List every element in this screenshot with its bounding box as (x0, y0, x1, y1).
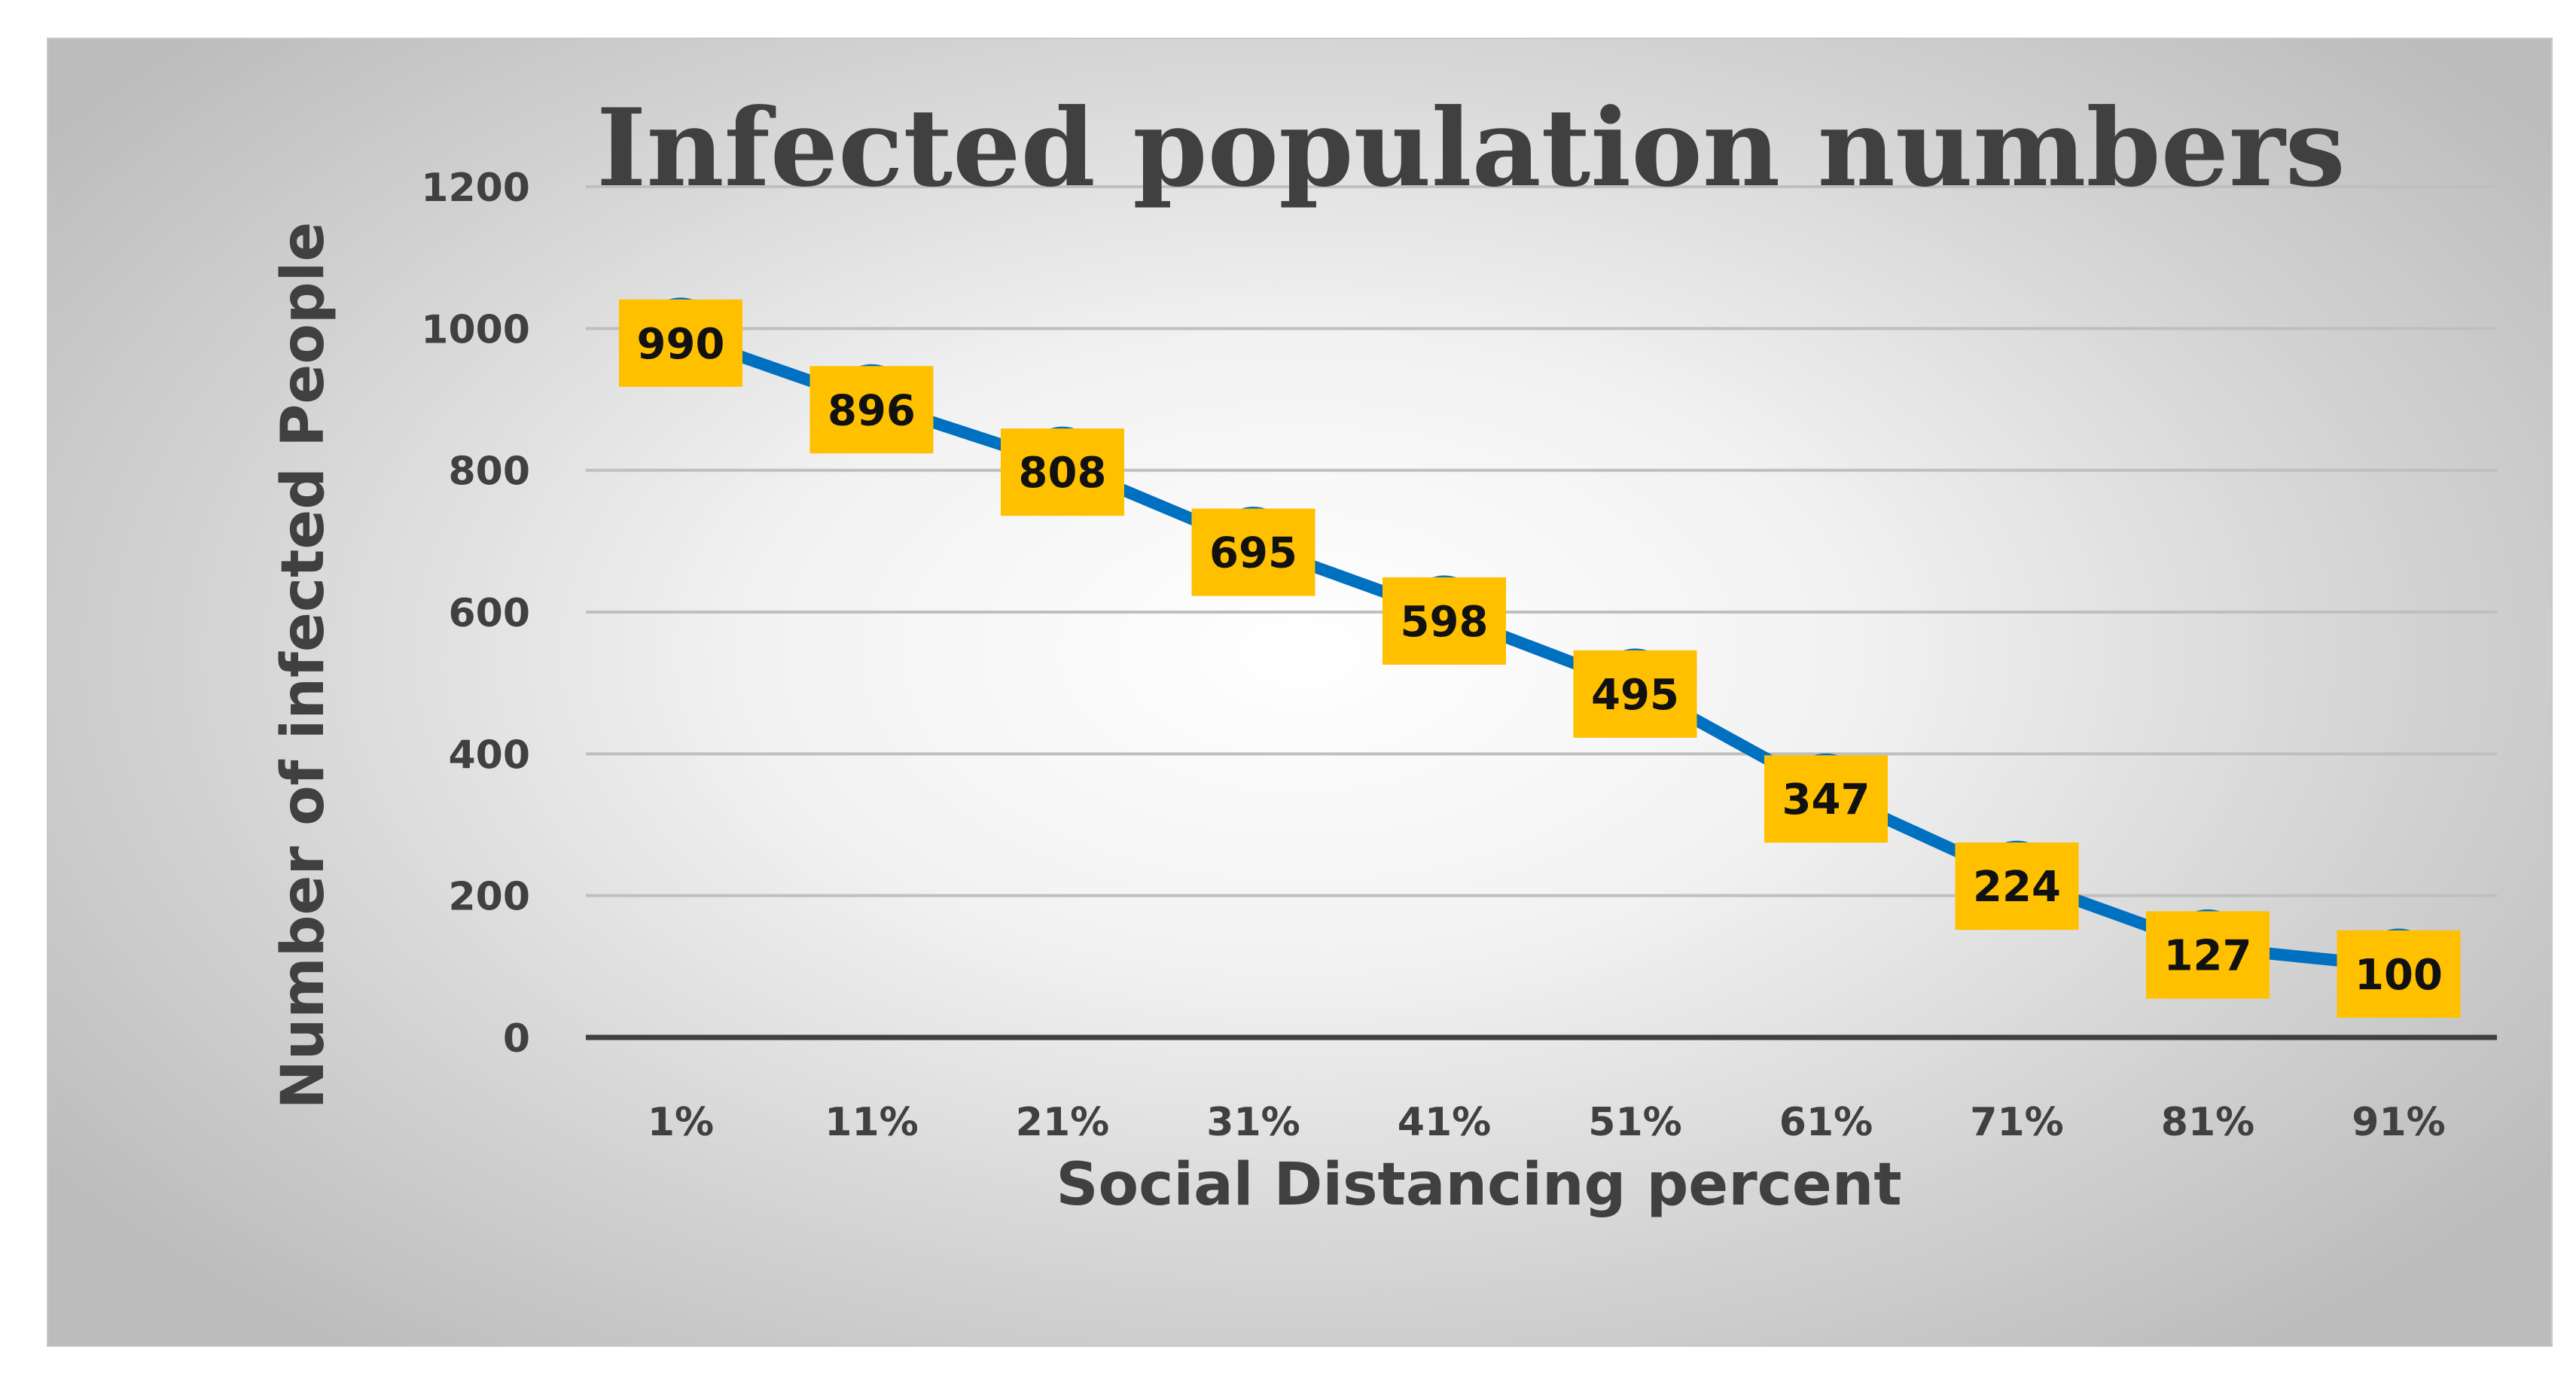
data-label-box (619, 299, 742, 387)
y-tick-label: 1000 (421, 307, 530, 352)
x-tick-label: 21% (1016, 1100, 1109, 1145)
x-tick-label: 91% (2352, 1100, 2445, 1145)
data-label: 598 (1383, 577, 1506, 665)
y-axis-title: Number of infected People (270, 222, 337, 1110)
data-label-box (1001, 428, 1124, 516)
data-label-box (1764, 755, 1888, 843)
data-label: 347 (1764, 755, 1888, 843)
x-tick-label: 51% (1588, 1100, 1681, 1145)
data-label-box (809, 366, 934, 454)
data-label-box (1383, 577, 1506, 665)
data-label-value: 347 (1782, 775, 1870, 824)
chart-frame: 0 200 400 600 800 1000 1200 1% 11% 21% 31% 41% 51% 6… (47, 38, 2553, 1347)
data-label: 495 (1573, 650, 1697, 738)
y-tick-label: 200 (448, 875, 530, 920)
data-label-box (2146, 911, 2270, 999)
data-label-value: 598 (1401, 598, 1489, 647)
line-chart: 0 200 400 600 800 1000 1200 1% 11% 21% 31% 41% 51% 6… (270, 86, 2497, 1219)
data-label-value: 127 (2164, 931, 2252, 980)
x-tick-label: 61% (1779, 1100, 1873, 1145)
y-tick-label: 600 (448, 591, 530, 636)
x-tick-label: 71% (1970, 1100, 2063, 1145)
data-label-box (1191, 508, 1315, 596)
data-label-value: 808 (1019, 449, 1107, 498)
y-tick-label: 0 (503, 1016, 530, 1062)
data-label: 808 (1001, 428, 1124, 516)
series-line (675, 329, 2405, 973)
x-tick-label: 81% (2161, 1100, 2254, 1145)
y-tick-label: 800 (448, 449, 530, 495)
data-label-value: 990 (637, 320, 725, 369)
data-label-value: 100 (2355, 951, 2443, 1000)
data-label-value: 695 (1209, 529, 1297, 578)
data-label: 990 (619, 299, 742, 387)
data-label-box (2337, 930, 2461, 1018)
data-label: 100 (2337, 930, 2461, 1018)
x-tick-label: 41% (1398, 1100, 1491, 1145)
data-label-value: 896 (828, 386, 916, 435)
data-label: 695 (1191, 508, 1315, 596)
data-label: 224 (1955, 842, 2079, 931)
y-axis-ticks: 0 200 400 600 800 1000 1200 (421, 166, 530, 1062)
x-tick-label: 31% (1206, 1100, 1300, 1145)
data-label-box (1955, 842, 2079, 931)
chart-title: Infected population numbers (596, 86, 2346, 211)
x-tick-label: 1% (648, 1100, 714, 1145)
gridlines (586, 185, 2497, 1040)
y-tick-label: 400 (448, 733, 530, 778)
data-label: 896 (809, 366, 934, 454)
y-tick-label: 1200 (421, 166, 530, 211)
x-axis-title: Social Distancing percent (1056, 1151, 1901, 1219)
data-label-value: 495 (1591, 671, 1679, 720)
data-label: 127 (2146, 911, 2270, 999)
data-label-box (1573, 650, 1697, 738)
data-labels: 990 896 808 695 598 495 347 224 127 100 (619, 299, 2461, 1018)
x-axis-ticks: 1% 11% 21% 31% 41% 51% 61% 71% 81% 91% (648, 1100, 2446, 1145)
x-tick-label: 11% (825, 1100, 918, 1145)
data-label-value: 224 (1973, 863, 2061, 912)
